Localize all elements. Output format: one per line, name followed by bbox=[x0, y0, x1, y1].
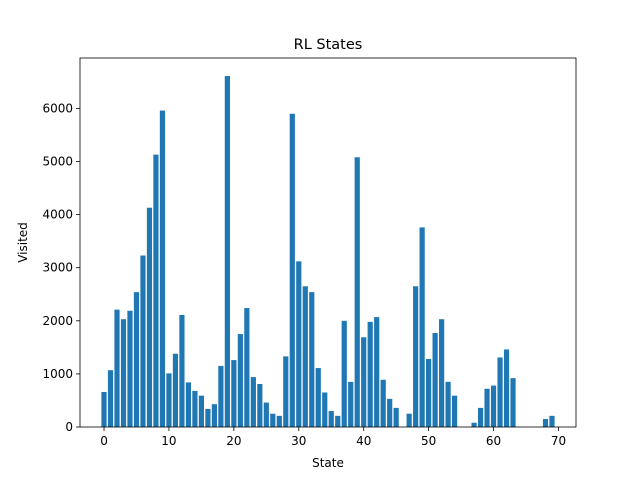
bar-state-11 bbox=[172, 353, 179, 427]
bar-state-42 bbox=[374, 317, 380, 427]
bar-state-37 bbox=[341, 320, 347, 427]
bar-state-62 bbox=[503, 349, 510, 427]
bar-state-35 bbox=[328, 411, 334, 427]
bar-state-28 bbox=[283, 356, 289, 427]
bar-state-61 bbox=[497, 357, 503, 427]
bar-state-13 bbox=[185, 382, 192, 427]
x-axis-ticks: 0 10 20 30 40 50 60 70 bbox=[100, 427, 566, 448]
bar-state-31 bbox=[302, 286, 308, 427]
bar-state-58 bbox=[477, 407, 484, 427]
bar-state-53 bbox=[445, 381, 451, 427]
bar-state-38 bbox=[348, 381, 354, 427]
chart-title: RL States bbox=[294, 37, 363, 53]
x-tick-label: 50 bbox=[421, 434, 436, 448]
bar-state-30 bbox=[296, 261, 302, 427]
bar-state-54 bbox=[452, 395, 458, 427]
bar-state-59 bbox=[484, 388, 490, 427]
bars-group bbox=[101, 76, 555, 428]
bar-state-25 bbox=[263, 402, 269, 427]
bar-state-36 bbox=[335, 415, 341, 427]
bar-state-10 bbox=[166, 373, 172, 427]
x-tick-label: 30 bbox=[291, 434, 306, 448]
bar-state-57 bbox=[471, 422, 477, 427]
x-tick-label: 10 bbox=[161, 434, 176, 448]
bar-state-47 bbox=[406, 413, 412, 427]
bar-state-19 bbox=[224, 76, 230, 428]
x-tick-label: 70 bbox=[551, 434, 566, 448]
bar-state-6 bbox=[140, 255, 146, 427]
y-tick-label: 4000 bbox=[42, 208, 73, 222]
bar-state-43 bbox=[380, 379, 386, 427]
y-tick-label: 0 bbox=[65, 420, 73, 434]
bar-state-21 bbox=[237, 334, 243, 427]
bar-state-27 bbox=[276, 415, 282, 427]
bar-state-68 bbox=[542, 419, 549, 427]
bar-state-23 bbox=[250, 377, 256, 427]
x-tick-label: 20 bbox=[226, 434, 241, 448]
bar-state-60 bbox=[490, 385, 497, 427]
bar-state-24 bbox=[257, 383, 263, 427]
bar-state-41 bbox=[367, 321, 373, 427]
bar-state-40 bbox=[361, 337, 367, 427]
bar-state-7 bbox=[146, 207, 153, 427]
bar-state-5 bbox=[133, 292, 140, 427]
x-axis-label: State bbox=[312, 456, 344, 470]
bar-state-32 bbox=[309, 292, 315, 427]
bar-state-2 bbox=[114, 309, 120, 427]
bar-state-1 bbox=[107, 370, 114, 427]
bar-state-3 bbox=[120, 319, 127, 427]
y-tick-label: 2000 bbox=[42, 314, 73, 328]
bar-state-51 bbox=[432, 333, 438, 427]
y-tick-label: 6000 bbox=[42, 101, 73, 115]
bar-state-33 bbox=[315, 368, 321, 427]
bar-state-63 bbox=[510, 378, 516, 427]
y-axis-label: Visited bbox=[16, 222, 30, 263]
x-tick-label: 60 bbox=[486, 434, 501, 448]
bar-state-34 bbox=[322, 392, 328, 427]
bar-state-20 bbox=[231, 360, 237, 427]
bar-state-15 bbox=[198, 395, 204, 427]
bar-state-18 bbox=[218, 365, 224, 427]
bar-state-39 bbox=[354, 157, 360, 427]
y-tick-label: 3000 bbox=[42, 261, 73, 275]
bar-state-50 bbox=[426, 359, 432, 427]
bar-state-29 bbox=[289, 113, 295, 427]
bar-state-0 bbox=[101, 391, 107, 427]
bar-state-49 bbox=[419, 227, 425, 427]
bar-state-69 bbox=[549, 415, 555, 427]
bar-state-22 bbox=[244, 308, 250, 427]
bar-state-4 bbox=[127, 310, 133, 427]
bar-state-16 bbox=[205, 408, 211, 427]
y-tick-label: 1000 bbox=[42, 367, 73, 381]
bar-state-9 bbox=[159, 110, 166, 427]
bar-state-52 bbox=[439, 319, 445, 427]
x-tick-label: 40 bbox=[356, 434, 371, 448]
bar-state-26 bbox=[270, 413, 276, 427]
y-axis-ticks: 0 1000 2000 3000 4000 5000 6000 bbox=[42, 101, 80, 434]
y-tick-label: 5000 bbox=[42, 155, 73, 169]
bar-state-14 bbox=[192, 390, 198, 427]
bar-state-48 bbox=[413, 286, 419, 427]
bar-state-45 bbox=[393, 407, 399, 427]
bar-state-17 bbox=[211, 404, 217, 427]
bar-state-8 bbox=[153, 154, 159, 427]
x-tick-label: 0 bbox=[100, 434, 108, 448]
bar-state-44 bbox=[387, 398, 393, 427]
bar-state-12 bbox=[179, 314, 185, 427]
plot-frame bbox=[79, 57, 577, 428]
